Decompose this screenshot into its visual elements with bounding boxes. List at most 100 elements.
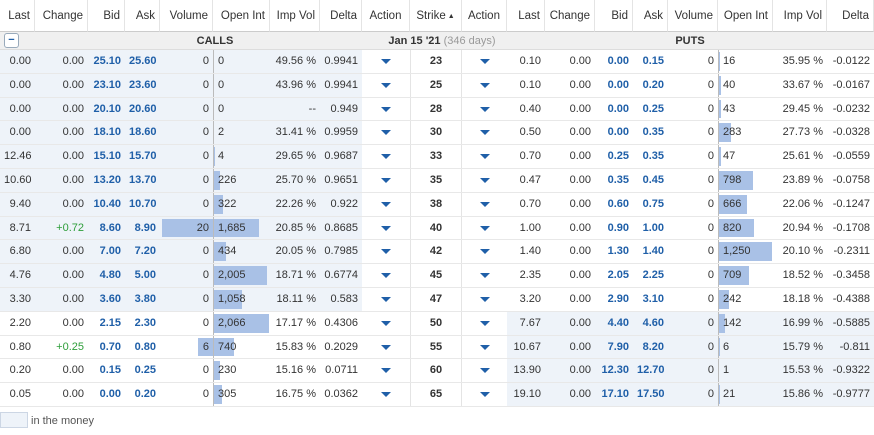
column-header[interactable]: Volume [160, 0, 213, 32]
action-dropdown[interactable] [462, 359, 507, 382]
action-dropdown[interactable] [362, 98, 410, 121]
action-dropdown[interactable] [362, 217, 410, 240]
column-header[interactable]: Action [462, 0, 507, 32]
bar [719, 99, 721, 119]
calls-last-text: 2.20 [9, 316, 31, 329]
action-dropdown[interactable] [462, 169, 507, 192]
action-dropdown[interactable] [362, 193, 410, 216]
action-dropdown[interactable] [462, 312, 507, 335]
strike-text: 35 [429, 174, 443, 186]
puts-volume: 0 [668, 169, 718, 192]
calls-open-int: 2 [213, 121, 270, 145]
column-header[interactable]: Open Int [213, 0, 270, 32]
action-dropdown[interactable] [362, 240, 410, 263]
bar [214, 361, 221, 381]
column-header[interactable]: Volume [668, 0, 718, 32]
column-header[interactable]: Delta [827, 0, 874, 32]
calls-imp-vol: 15.16 % [270, 359, 320, 383]
calls-last: 0.00 [0, 73, 35, 97]
calls-volume-text: 0 [202, 269, 209, 282]
action-dropdown[interactable] [362, 50, 410, 73]
calls-open-int-text: 322 [218, 197, 237, 210]
column-header[interactable]: Ask [633, 0, 668, 32]
action-dropdown[interactable] [462, 145, 507, 168]
action-dropdown[interactable] [462, 193, 507, 216]
action-dropdown[interactable] [462, 50, 507, 73]
action-dropdown[interactable] [362, 264, 410, 287]
action-dropdown[interactable] [362, 383, 410, 406]
calls-volume: 0 [160, 97, 213, 121]
action-dropdown[interactable] [362, 312, 410, 335]
column-header[interactable]: Last [0, 0, 35, 32]
puts-open-int: 142 [718, 311, 773, 335]
puts-bid-text: 0.00 [607, 126, 629, 139]
calls-imp-vol-text: 25.70 % [275, 174, 316, 186]
puts-ask: 0.75 [633, 192, 668, 216]
calls-bid: 0.00 [88, 383, 125, 406]
calls-bid: 0.15 [88, 359, 125, 383]
puts-delta-text: -0.0758 [832, 174, 870, 186]
puts-delta: -0.0559 [827, 145, 874, 168]
calls-bid: 23.10 [88, 73, 125, 97]
action-dropdown[interactable] [462, 217, 507, 240]
action-dropdown[interactable] [362, 288, 410, 311]
bar [719, 194, 748, 214]
puts-delta-text: -0.0328 [832, 126, 870, 139]
puts-delta: -0.5885 [827, 311, 874, 335]
action-dropdown[interactable] [362, 336, 410, 359]
action-dropdown[interactable] [362, 359, 410, 382]
puts-imp-vol: 20.10 % [773, 240, 827, 264]
action-dropdown[interactable] [462, 288, 507, 311]
column-header[interactable]: Bid [595, 0, 633, 32]
puts-volume: 0 [668, 383, 718, 406]
calls-last-text: 6.80 [9, 245, 31, 258]
collapse-button[interactable]: − [4, 33, 19, 48]
puts-ask: 1.00 [633, 216, 668, 240]
action-dropdown[interactable] [462, 74, 507, 97]
calls-bid-text: 20.10 [93, 102, 121, 115]
column-header[interactable]: Imp Vol [773, 0, 827, 32]
calls-delta-text: 0.4306 [324, 316, 358, 329]
puts-ask-text: 2.25 [642, 269, 664, 282]
puts-open-int-text: 666 [723, 197, 742, 210]
calls-last: 0.05 [0, 383, 35, 406]
puts-open-int: 43 [718, 97, 773, 121]
column-header[interactable]: Last [507, 0, 545, 32]
action-dropdown[interactable] [462, 336, 507, 359]
puts-open-int-text: 1,250 [723, 245, 751, 258]
column-header[interactable]: Ask [125, 0, 160, 32]
column-header[interactable]: Change [545, 0, 595, 32]
calls-imp-vol-text: 17.17 % [275, 316, 316, 329]
action-dropdown[interactable] [362, 169, 410, 192]
dropdown-arrow [479, 59, 490, 64]
action-dropdown[interactable] [462, 121, 507, 144]
row-line [0, 334, 874, 336]
column-header[interactable]: Bid [88, 0, 125, 32]
bar [719, 171, 753, 190]
action-dropdown[interactable] [362, 121, 410, 144]
column-header[interactable]: Imp Vol [270, 0, 320, 32]
calls-imp-vol-text: 49.56 % [275, 55, 316, 67]
column-header[interactable]: Delta [320, 0, 362, 32]
calls-delta-text: 0.7985 [324, 245, 358, 258]
puts-change: 0.00 [545, 192, 595, 216]
puts-ask: 17.50 [633, 383, 668, 406]
subheader-bar [0, 32, 874, 50]
action-dropdown[interactable] [362, 74, 410, 97]
bar [214, 242, 226, 262]
column-header[interactable]: Action [362, 0, 410, 32]
action-dropdown[interactable] [462, 240, 507, 263]
column-header[interactable]: Strike ▲ [410, 0, 462, 32]
column-header[interactable]: Change [35, 0, 88, 32]
puts-ask: 0.35 [633, 121, 668, 145]
dropdown-arrow [381, 320, 391, 326]
action-dropdown[interactable] [462, 383, 507, 406]
column-header[interactable]: Open Int [718, 0, 773, 32]
action-dropdown[interactable] [462, 98, 507, 121]
calls-volume-text: 0 [202, 102, 209, 115]
strike-text: 65 [429, 388, 443, 401]
calls-bid-text: 23.10 [93, 78, 121, 91]
action-dropdown[interactable] [462, 264, 507, 287]
puts-open-int-text: 40 [723, 78, 736, 91]
action-dropdown[interactable] [362, 145, 410, 168]
